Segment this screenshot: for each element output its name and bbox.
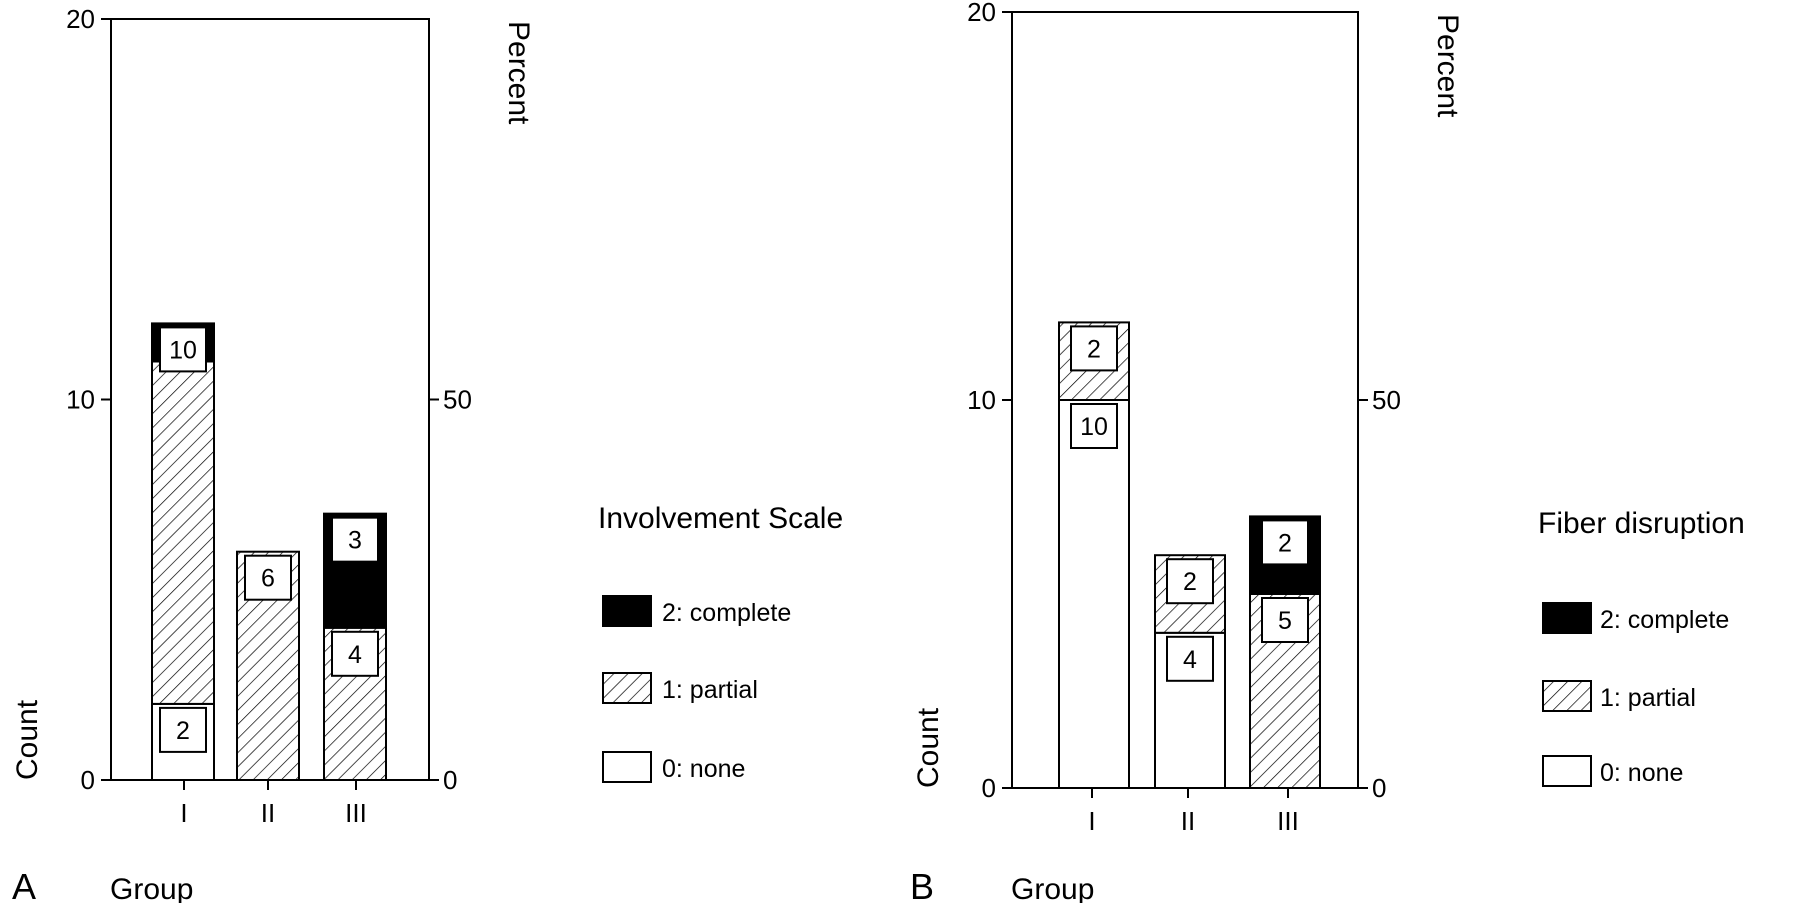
bar-segment — [1058, 399, 1130, 789]
bar-data-label: 2 — [1278, 529, 1292, 557]
x-tick-label: III — [1277, 806, 1299, 836]
legend-entry: 0: none — [662, 755, 745, 783]
y-axis-title: Count — [912, 707, 945, 788]
bar-label-box — [159, 706, 207, 753]
legend-entry: 2: complete — [1600, 606, 1729, 634]
legend-entry: 1: partial — [662, 676, 758, 704]
bar-data-label: 10 — [1080, 413, 1108, 441]
y2-tick-label: 50 — [1372, 385, 1401, 415]
y2-axis-title: Percent — [1431, 14, 1464, 118]
bar-label-box — [1261, 597, 1309, 643]
bar-label-box — [159, 326, 207, 373]
bar-data-label: 10 — [169, 336, 197, 364]
y-tick-label: 0 — [982, 773, 996, 803]
panel-letter: B — [910, 866, 934, 903]
legend-swatch — [1542, 680, 1592, 712]
bar-label-box — [331, 516, 379, 563]
bar-data-label: 2 — [1183, 568, 1197, 596]
x-tick-label: I — [180, 798, 187, 828]
bar-label-box — [1166, 635, 1214, 682]
legend-entry: 0: none — [1600, 759, 1683, 787]
x-axis-title: Group — [1011, 873, 1094, 903]
bar-label-box — [1166, 558, 1214, 605]
y-tick-label: 10 — [967, 385, 996, 415]
bar-data-label: 2 — [176, 717, 190, 745]
bar-segment — [151, 360, 215, 705]
y-axis-title: Count — [11, 699, 44, 780]
legend-swatch — [1542, 755, 1592, 787]
y2-axis-title: Percent — [502, 21, 535, 125]
bar-data-label: 4 — [1183, 646, 1197, 674]
legend-swatch — [602, 751, 652, 783]
y2-tick-label: 0 — [1372, 773, 1386, 803]
y2-tick-label: 0 — [443, 765, 457, 795]
bar-data-label: 6 — [261, 565, 275, 593]
x-axis-title: Group — [110, 873, 193, 903]
bar-label-box — [1070, 325, 1118, 372]
bar-label-box — [331, 630, 379, 677]
y2-tick-label: 50 — [443, 385, 472, 415]
bar-label-box — [244, 554, 292, 601]
bar-label-box — [1070, 403, 1118, 449]
legend-entry: 2: complete — [662, 599, 791, 627]
legend-swatch — [602, 672, 652, 704]
legend-swatch — [602, 595, 652, 627]
legend-entry: 1: partial — [1600, 684, 1696, 712]
x-tick-label: III — [345, 798, 367, 828]
y-tick-label: 10 — [66, 385, 95, 415]
bar-data-label: 2 — [1087, 335, 1101, 363]
panel-letter: A — [12, 866, 36, 903]
bar-label-box — [1261, 519, 1309, 566]
y-tick-label: 20 — [967, 0, 996, 27]
y-tick-label: 20 — [66, 4, 95, 34]
legend-title: Fiber disruption — [1538, 507, 1745, 540]
bar-data-label: 4 — [348, 641, 362, 669]
legend-swatch — [1542, 602, 1592, 634]
bar-data-label: 5 — [1278, 607, 1292, 635]
x-tick-label: II — [261, 798, 275, 828]
y-tick-label: 0 — [81, 765, 95, 795]
x-tick-label: I — [1088, 806, 1095, 836]
x-tick-label: II — [1181, 806, 1195, 836]
legend-title: Involvement Scale — [598, 502, 843, 535]
bar-data-label: 3 — [348, 527, 362, 555]
